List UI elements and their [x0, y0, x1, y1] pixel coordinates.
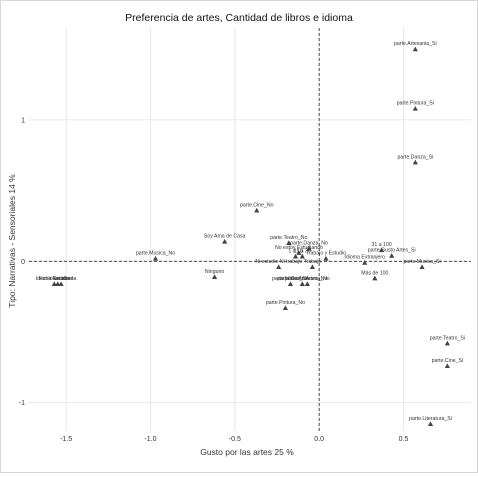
data-point-label: parte.Cine_No — [240, 202, 274, 208]
data-point-marker — [309, 264, 316, 270]
data-point-marker — [276, 264, 282, 270]
data-point-label: parte.Danza_No — [290, 241, 328, 247]
data-point-marker — [419, 264, 425, 270]
data-point-label: Idioma Nacional — [36, 276, 73, 282]
data-point-label: No estoy Estudiando — [275, 245, 323, 251]
data-point-marker — [306, 245, 312, 251]
data-point-marker — [323, 255, 329, 261]
data-point-marker — [254, 207, 260, 213]
data-point-marker — [304, 281, 310, 287]
x-tick-label: -1.0 — [144, 436, 156, 443]
data-point-label: parte.Literatura_Si — [409, 416, 452, 422]
data-point-marker — [427, 421, 434, 427]
data-point-label: Trabajo y Estudio — [306, 250, 346, 256]
data-point-marker — [389, 253, 395, 258]
data-point-label: Más de 100 — [361, 270, 388, 276]
reference-lines — [29, 28, 471, 431]
data-point-marker — [378, 247, 385, 253]
data-point-label: Trabajo — [304, 259, 322, 265]
data-point-label: parte.Artesania_No — [285, 276, 330, 282]
x-tick-label: -0.5 — [229, 436, 241, 443]
y-axis-label: Tipo: Narrativas - Sensoriales 14 % — [7, 174, 17, 308]
data-point-label: Soy Ama de Casa — [204, 234, 246, 240]
data-point-label: parte.Musica_Si — [403, 259, 440, 265]
data-point-label: parte.Pintura_No — [266, 300, 305, 306]
data-point-marker — [412, 106, 418, 111]
data-point-label: 1 a 10 — [288, 248, 303, 254]
data-point-label: Hablo un idioma — [39, 276, 77, 282]
data-point-label: parte.Libros_No — [272, 276, 309, 282]
data-point-label: Idioma Extranjero — [344, 255, 385, 261]
data-point-label: parte.Teatro_Si — [430, 335, 465, 341]
data-point-label: Ni estudio Ni trabajo — [255, 259, 302, 265]
data-point-marker — [211, 274, 218, 279]
data-point-label: parte.Gusto Artes_Si — [368, 248, 416, 254]
y-tick-label: 1 — [21, 117, 25, 124]
y-tick-label: 0 — [21, 259, 25, 266]
plot-area — [29, 28, 471, 431]
y-tick-label: -1 — [19, 400, 25, 407]
data-point-marker — [372, 275, 378, 281]
data-point-marker — [299, 281, 305, 287]
data-point-marker — [286, 240, 292, 246]
x-tick-label: -1.5 — [60, 436, 72, 443]
data-point-marker — [444, 340, 450, 346]
tick-labels: -1.5 -1.0 -0.5 0.0 0.5 -1 0 1 — [19, 117, 409, 443]
data-point-label: parte.Teatro_No — [270, 235, 307, 241]
data-point-label: parte.Musica_No — [136, 250, 175, 256]
data-point-label: 11 a 30 — [294, 248, 311, 254]
data-point-marker — [444, 363, 450, 369]
data-point-marker — [282, 305, 289, 311]
data-point-marker — [51, 281, 57, 287]
data-point-marker — [412, 46, 418, 52]
data-point-marker — [287, 281, 294, 287]
data-point-marker — [292, 253, 299, 259]
data-point-label: 31 a 100 — [371, 242, 391, 248]
x-tick-label: 0.0 — [314, 436, 324, 443]
x-tick-label: 0.5 — [399, 436, 409, 443]
data-point-label: parte.Pintura_Si — [397, 101, 434, 107]
data-point-label: parte.Gusto Artes_No — [277, 276, 327, 282]
data-point-marker — [299, 253, 305, 259]
data-point-marker — [58, 281, 64, 287]
x-axis-label: Gusto por las artes 25 % — [200, 447, 294, 457]
data-point-marker — [362, 260, 368, 265]
data-point-label: Estudio — [52, 276, 69, 282]
data-point-marker — [222, 238, 228, 244]
data-point-label: Ninguno — [205, 269, 224, 275]
data-points: parte.Artesania_Si parte.Pintura_Si parte.… — [36, 41, 465, 427]
data-point-marker — [296, 250, 302, 255]
chart-title: Preferencia de artes, Cantidad de libros… — [125, 12, 353, 24]
data-point-marker — [152, 255, 159, 261]
data-point-label: parte.Cine_Si — [432, 358, 463, 364]
data-point-label: parte.Artesania_Si — [394, 41, 437, 47]
data-point-label: parte.Danza_Si — [397, 154, 433, 160]
data-point-marker — [55, 281, 61, 287]
data-point-marker — [412, 159, 418, 165]
